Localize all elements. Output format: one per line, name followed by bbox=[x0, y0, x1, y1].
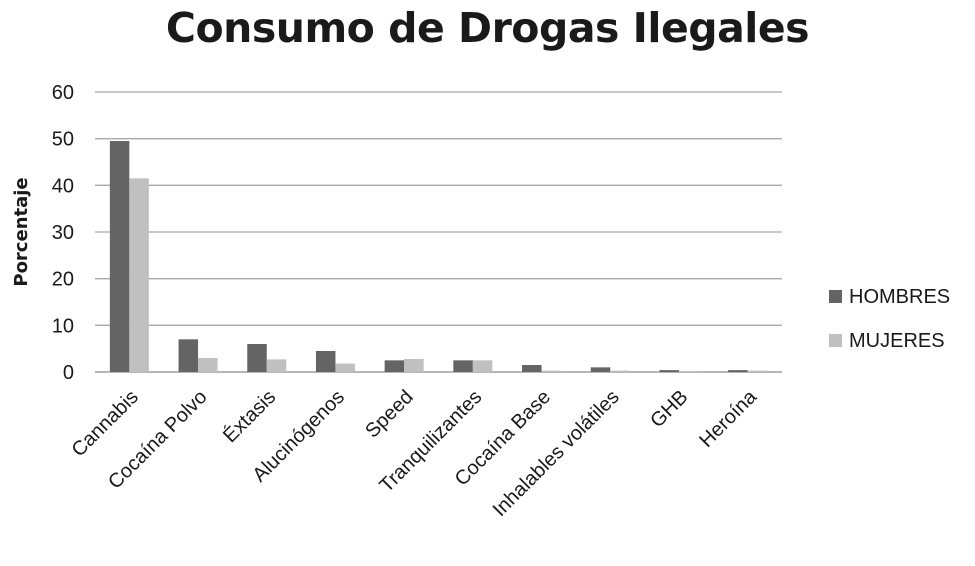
legend: HOMBRES MUJERES bbox=[829, 286, 950, 352]
bar-mujeres-3 bbox=[335, 363, 355, 372]
y-tick-label: 50 bbox=[52, 129, 74, 151]
y-tick-label: 0 bbox=[63, 362, 74, 384]
legend-swatch-hombres bbox=[829, 290, 842, 303]
y-tick-label: 20 bbox=[52, 269, 74, 291]
bar-hombres-0 bbox=[109, 141, 130, 372]
x-tick-label: Éxtasis bbox=[218, 385, 280, 447]
y-tick-label: 40 bbox=[52, 175, 74, 197]
bar-mujeres-9 bbox=[747, 370, 768, 372]
legend-label-mujeres: MUJERES bbox=[849, 330, 945, 352]
bar-hombres-6 bbox=[522, 365, 542, 372]
y-axis-title: Porcentaje bbox=[11, 177, 32, 286]
y-tick-label: 60 bbox=[52, 82, 74, 104]
bar-hombres-2 bbox=[247, 344, 267, 372]
chart-title: Consumo de Drogas Ilegales bbox=[165, 4, 810, 52]
bar-mujeres-6 bbox=[541, 370, 562, 372]
bar-mujeres-5 bbox=[472, 360, 493, 372]
bar-hombres-1 bbox=[178, 339, 199, 372]
bar-mujeres-0 bbox=[129, 178, 149, 372]
y-axis-ticks: 0 10 20 30 40 50 60 bbox=[52, 82, 74, 384]
bar-mujeres-8 bbox=[678, 371, 699, 372]
x-tick-label: Speed bbox=[361, 386, 417, 442]
bar-hombres-4 bbox=[384, 360, 405, 372]
bar-hombres-5 bbox=[453, 360, 473, 372]
y-tick-label: 30 bbox=[52, 222, 74, 244]
bar-mujeres-2 bbox=[266, 359, 287, 372]
bar-mujeres-1 bbox=[198, 358, 218, 372]
bar-hombres-8 bbox=[659, 370, 679, 372]
bar-hombres-9 bbox=[728, 370, 748, 372]
gridlines bbox=[95, 91, 782, 373]
legend-label-hombres: HOMBRES bbox=[849, 286, 950, 308]
bar-hombres-3 bbox=[315, 351, 336, 372]
y-tick-label: 10 bbox=[52, 315, 74, 337]
bar-mujeres-4 bbox=[404, 358, 424, 372]
bars bbox=[109, 141, 768, 372]
bar-mujeres-7 bbox=[610, 370, 630, 372]
bar-hombres-7 bbox=[590, 367, 611, 372]
x-tick-label: Heroína bbox=[695, 385, 761, 451]
legend-swatch-mujeres bbox=[829, 334, 842, 347]
x-tick-label: Inhalables volátiles bbox=[489, 386, 624, 521]
x-tick-label: GHB bbox=[646, 386, 692, 432]
